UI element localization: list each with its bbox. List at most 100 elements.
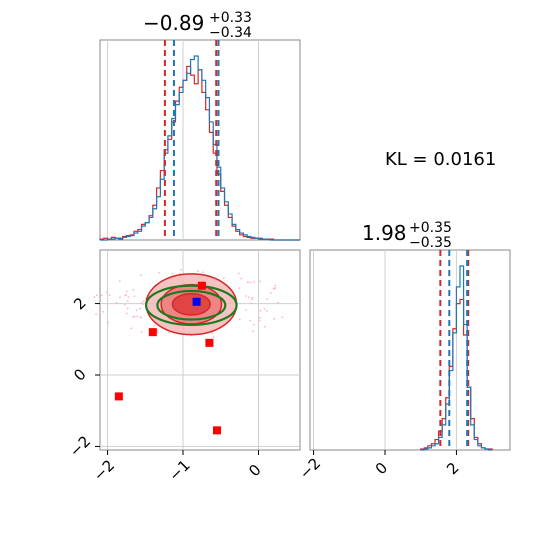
contour-bg-point (247, 281, 249, 284)
hist-y-title-sup: +0.35 (409, 220, 452, 236)
contour-bg-point (201, 271, 204, 274)
contour-bg-point (240, 277, 243, 280)
contour-bg-point (102, 310, 104, 313)
contour-bg-point (266, 298, 269, 301)
contour-frame (99, 249, 301, 451)
contour-ytick-label-1: 0 (70, 365, 89, 384)
contour-bg-point (95, 294, 98, 297)
contour-red-marker-1 (148, 328, 157, 337)
contour-bg-point (252, 323, 255, 326)
contour-bg-point (245, 295, 247, 297)
hist-x-panel: −0.89 +0.33 −0.34 (99, 10, 301, 241)
hist-y-title-sub: −0.35 (409, 235, 452, 251)
contour-bg-point (250, 302, 252, 305)
contour-bg-point (281, 316, 284, 319)
hist-y-frame (309, 249, 511, 451)
contour-bg-point (274, 287, 277, 289)
contour-bg-point (132, 288, 135, 291)
contour-bg-point (119, 296, 121, 299)
hist-y-panel: −2 0 2 1.98 +0.35 −0.35 (296, 220, 511, 483)
contour-bg-point (132, 316, 135, 318)
contour-bg-point (212, 336, 215, 339)
contour-bg-point (133, 315, 136, 318)
contour-green-level-0 (144, 284, 238, 327)
contour-bg-point (108, 294, 111, 297)
contour-xtick-label-1: −1 (165, 456, 193, 484)
contour-bg-point (238, 287, 241, 289)
contour-bg-point (273, 317, 276, 320)
contour-bg-point (237, 272, 240, 275)
contour-bg-point (263, 307, 266, 310)
contour-bg-point (127, 296, 130, 299)
hist-y-title: 1.98 (362, 221, 407, 245)
contour-bg-point (139, 307, 142, 310)
contour-blue-marker-0 (192, 297, 201, 306)
contour-bg-point (106, 302, 109, 305)
contour-bg-point (139, 316, 142, 319)
contour-bg-point (156, 329, 159, 331)
contour-panel: −2 −1 0 −2 0 2 (66, 249, 301, 485)
contour-bg-point (98, 311, 101, 314)
contour-bg-point (156, 331, 159, 334)
contour-bg-point (249, 281, 252, 284)
contour-bg-point (153, 324, 156, 327)
contour-bg-point (105, 291, 108, 294)
contour-bg-point (115, 301, 118, 304)
contour-bg-point (124, 303, 126, 306)
contour-bg-point (274, 284, 277, 287)
hist-x-series-red (99, 65, 300, 241)
contour-bg-point (253, 281, 255, 283)
contour-red-marker-3 (114, 392, 123, 401)
contour-bg-point (123, 294, 126, 297)
contour-bg-point (197, 270, 199, 273)
contour-bg-point (125, 312, 128, 315)
contour-bg-point (158, 271, 160, 274)
hist-x-title-sub: −0.34 (209, 25, 252, 41)
contour-green-level-1 (156, 289, 227, 321)
contour-bg-point (249, 319, 252, 322)
contour-bg-point (142, 300, 145, 303)
contour-red-marker-2 (205, 338, 214, 347)
contour-bg-point (93, 296, 96, 298)
contour-bg-point (140, 331, 143, 334)
contour-bg-point (276, 301, 279, 304)
contour-bg-point (168, 331, 171, 334)
contour-bg-point (130, 327, 133, 330)
contour-bg-point (171, 272, 174, 275)
contour-red-marker-0 (197, 281, 206, 290)
contour-bg-point (142, 303, 144, 306)
contour-bg-point (125, 293, 128, 296)
hist-x-title: −0.89 (143, 11, 204, 35)
hist-x-title-sup: +0.33 (209, 10, 252, 26)
contour-ytick-label-2: 2 (70, 294, 89, 313)
contour-bg-point (125, 290, 128, 293)
contour-bg-point (263, 325, 266, 328)
contour-xtick-label-0: −2 (90, 456, 118, 484)
contour-bg-point (107, 321, 110, 324)
contour-bg-point (251, 298, 253, 301)
contour-bg-point (259, 316, 261, 319)
hist-x-series-blue (100, 55, 300, 241)
contour-bg-point (258, 319, 261, 322)
contour-red-level-2 (171, 292, 211, 316)
contour-bg-point (140, 301, 143, 304)
contour-bg-point (126, 300, 129, 303)
contour-bg-point (180, 268, 183, 271)
kl-annotation: KL = 0.0161 (385, 149, 496, 170)
contour-bg-point (223, 277, 225, 279)
contour-bg-point (251, 296, 254, 299)
hist-x-frame (99, 39, 301, 241)
hist-y-xtick-label-0: −2 (296, 454, 324, 482)
contour-bg-point (136, 315, 139, 318)
contour-bg-point (135, 309, 138, 312)
hist-y-series-blue (420, 265, 493, 451)
contour-red-marker-4 (212, 426, 221, 435)
contour-bg-point (273, 287, 275, 290)
contour-bg-point (247, 296, 250, 299)
contour-bg-point (259, 280, 261, 283)
contour-bg-point (140, 274, 142, 277)
contour-xtick-label-2: 0 (245, 461, 264, 480)
contour-bg-point (270, 292, 272, 294)
contour-bg-point (265, 309, 268, 312)
